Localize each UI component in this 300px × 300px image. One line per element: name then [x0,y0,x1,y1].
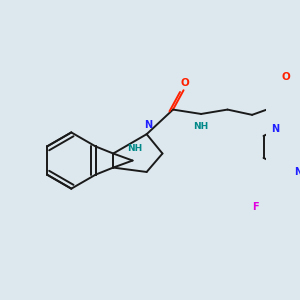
Text: N: N [144,120,152,130]
Text: O: O [282,72,291,82]
Text: F: F [252,202,259,212]
Text: N: N [294,167,300,177]
Text: N: N [271,124,279,134]
Text: NH: NH [127,144,142,153]
Text: NH: NH [194,122,209,131]
Text: O: O [181,78,190,88]
